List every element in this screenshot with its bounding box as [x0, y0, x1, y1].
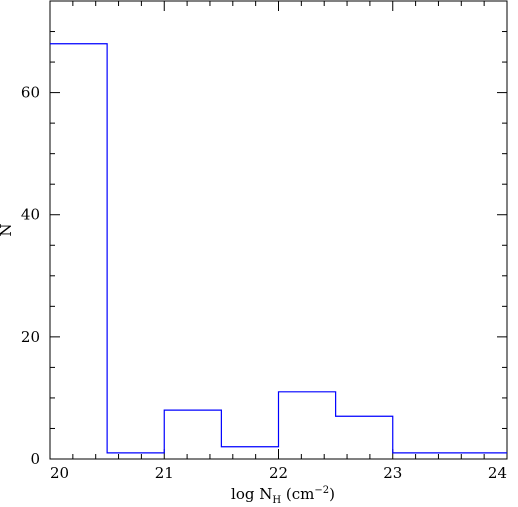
y-tick-label: 60 [21, 84, 40, 102]
y-axis-label: N [0, 223, 15, 236]
y-tick-label: 40 [21, 206, 40, 224]
y-tick-label: 20 [21, 328, 40, 346]
x-tick-labels: 20 21 22 23 24 [50, 464, 507, 482]
major-ticks [49, 1, 508, 460]
x-tick-label: 20 [50, 464, 69, 482]
x-axis-label-unit-close: ) [329, 485, 335, 503]
x-axis-label-prefix: log N [231, 485, 272, 503]
x-axis-label: log NH (cm−2) [231, 485, 335, 506]
x-tick-label: 22 [269, 464, 288, 482]
y-tick-label: 0 [30, 450, 40, 468]
x-axis-label-unit-open: (cm [281, 485, 314, 503]
histogram-series-line [50, 43, 507, 454]
x-tick-label: 21 [155, 464, 174, 482]
plot-frame [49, 0, 508, 460]
x-axis-label-subscript: H [272, 495, 281, 506]
y-tick-labels: 0 20 40 60 [21, 84, 40, 468]
x-axis-label-superscript: −2 [314, 485, 329, 496]
x-tick-label: 24 [488, 464, 507, 482]
x-tick-label: 23 [383, 464, 402, 482]
minor-ticks [50, 0, 507, 459]
